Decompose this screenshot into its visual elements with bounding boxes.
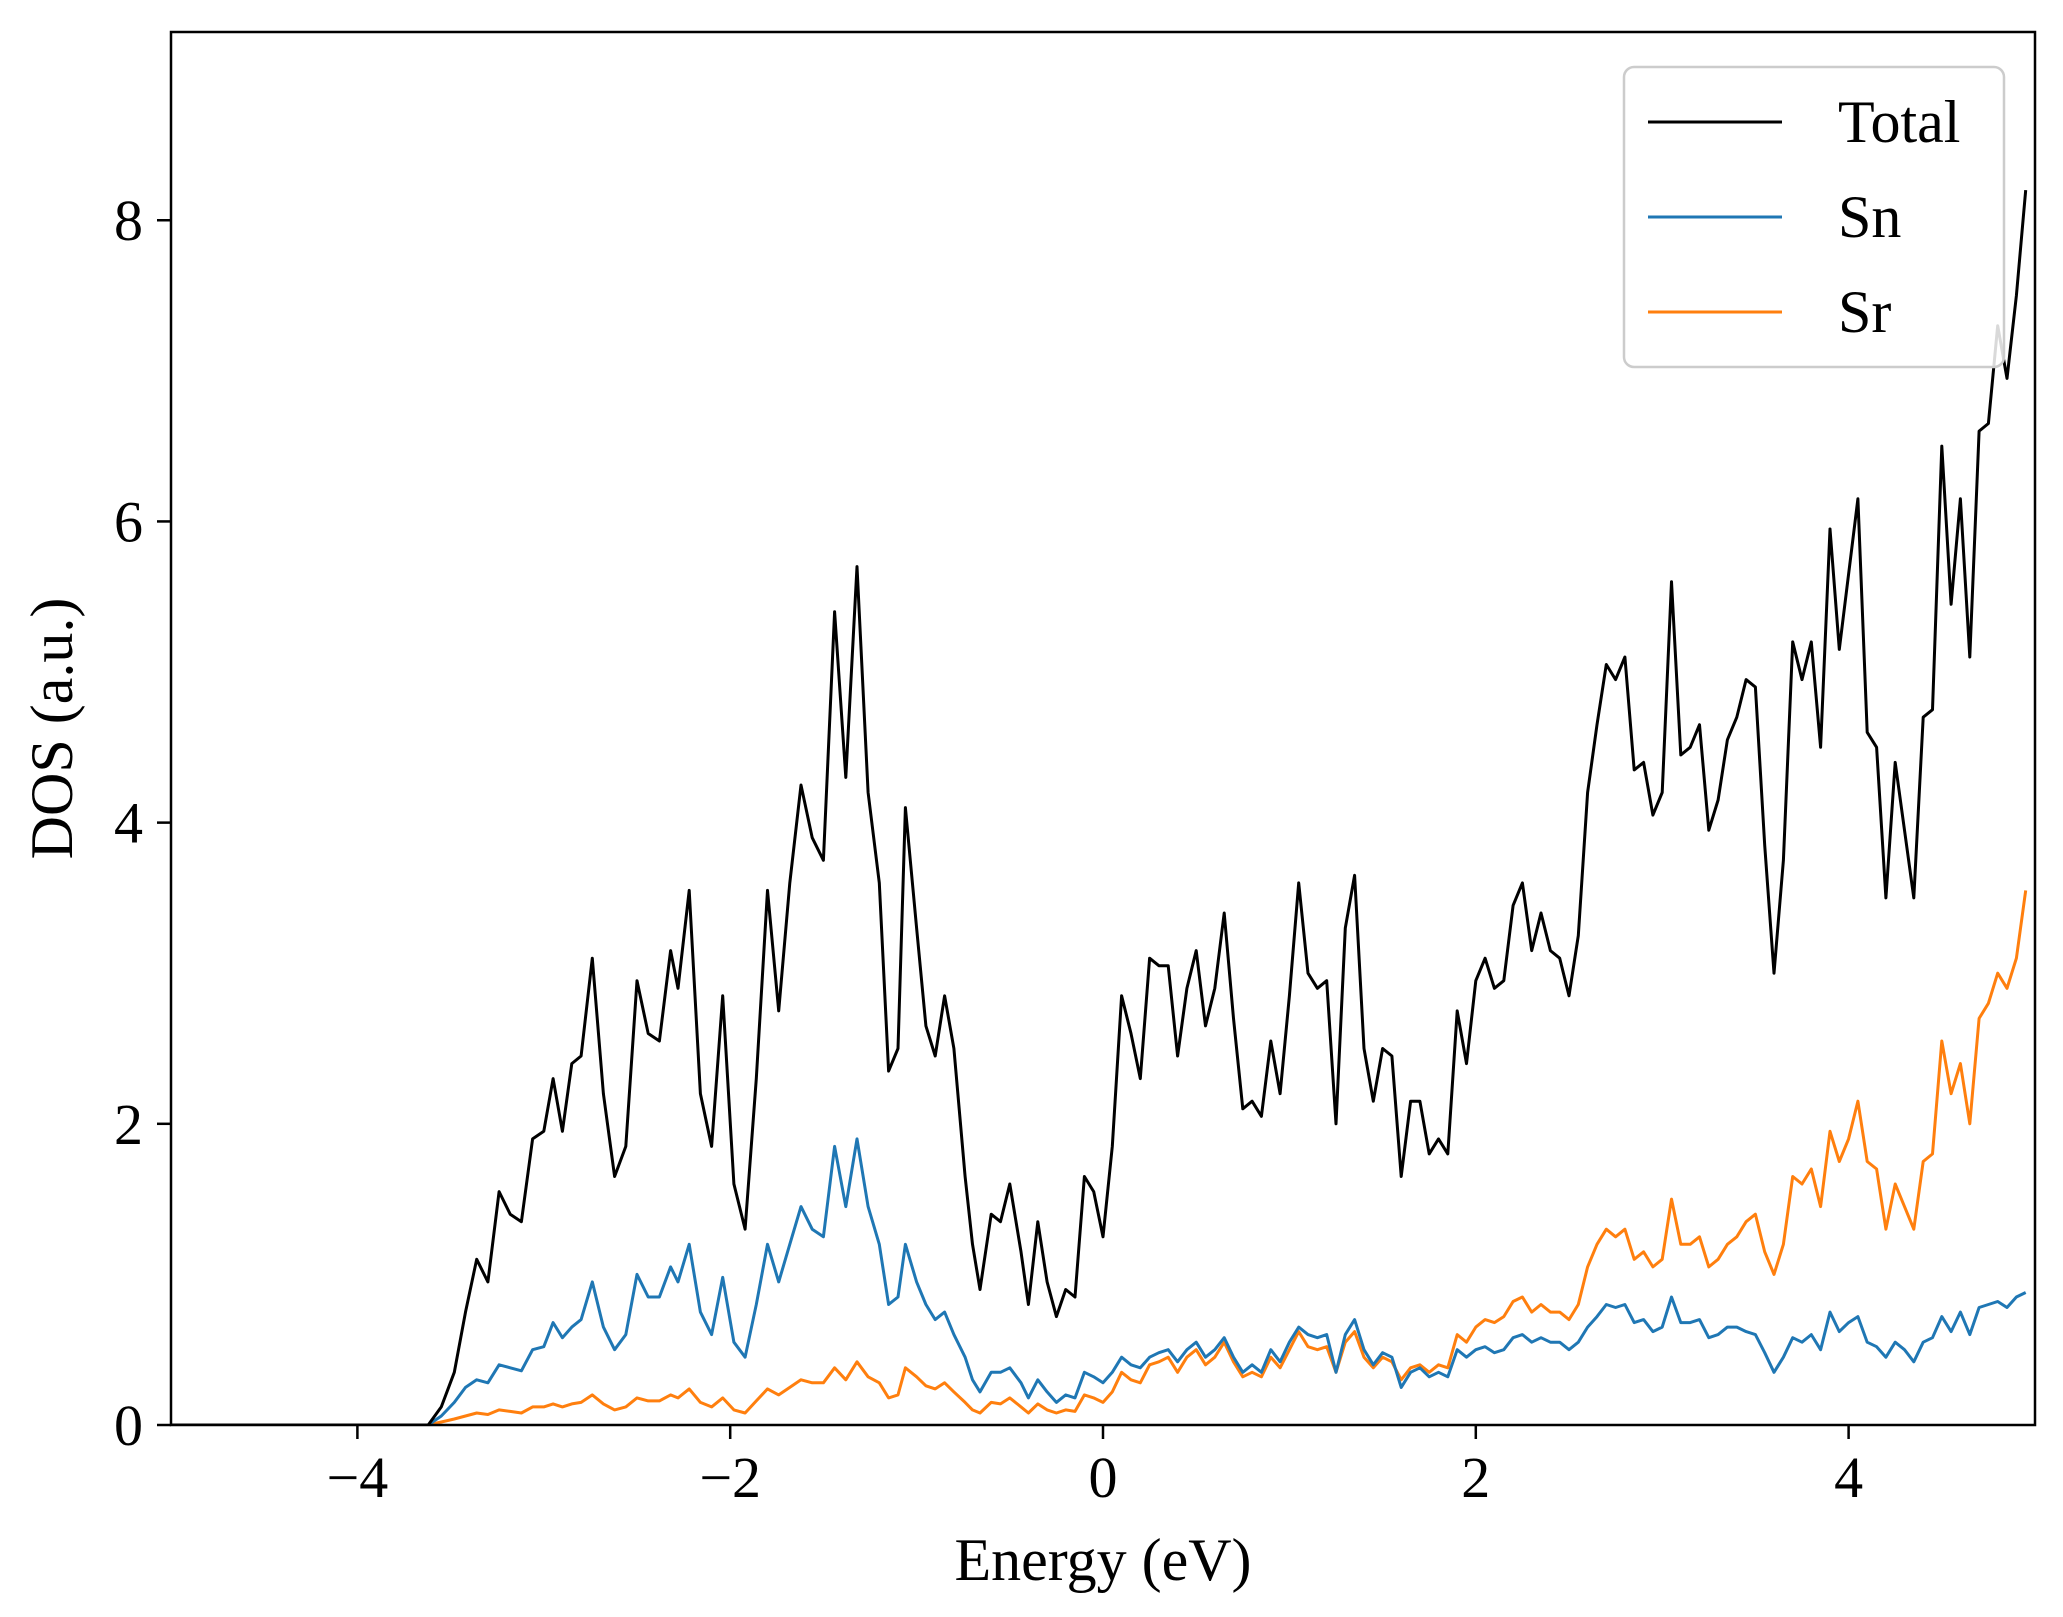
y-tick-label: 6 bbox=[114, 489, 143, 554]
ticks-layer: −4 −2 0 2 4 0 2 4 6 8 bbox=[114, 188, 1863, 1510]
y-tick-label: 2 bbox=[114, 1092, 143, 1157]
x-tick-label: 2 bbox=[1461, 1445, 1490, 1510]
legend-label-sn: Sn bbox=[1838, 184, 1901, 250]
legend-label-sr: Sr bbox=[1838, 279, 1891, 345]
legend: Total Sn Sr bbox=[1622, 65, 2006, 369]
x-tick-label: −2 bbox=[699, 1445, 761, 1510]
series-layer bbox=[171, 189, 2028, 1425]
x-tick-label: 4 bbox=[1834, 1445, 1863, 1510]
y-axis-label: DOS (a.u.) bbox=[19, 598, 85, 860]
x-tick-label: 0 bbox=[1089, 1445, 1118, 1510]
x-axis-label: Energy (eV) bbox=[954, 1527, 1251, 1593]
x-tick-label: −4 bbox=[327, 1445, 389, 1510]
y-tick-label: 4 bbox=[114, 791, 143, 856]
series-line-sr bbox=[171, 890, 2028, 1425]
y-tick-label: 0 bbox=[114, 1393, 143, 1458]
series-line-total bbox=[171, 189, 2028, 1425]
series-line-sn bbox=[171, 1137, 2027, 1425]
legend-box bbox=[1622, 65, 2006, 369]
y-tick-label: 8 bbox=[114, 188, 143, 253]
legend-label-total: Total bbox=[1838, 89, 1960, 155]
